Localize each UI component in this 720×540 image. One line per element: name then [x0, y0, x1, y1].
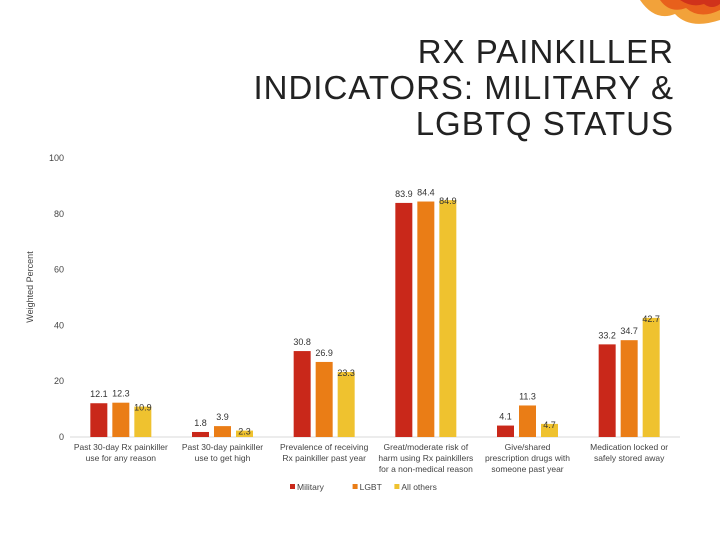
data-label: 84.9: [439, 196, 457, 206]
data-label: 11.3: [519, 391, 536, 401]
bar-military: [598, 344, 616, 437]
legend-swatch-lgbt: [352, 484, 358, 489]
chart-title-line: INDICATORS: MILITARY &: [253, 69, 674, 106]
x-category-label: Rx painkiller past year: [282, 453, 366, 463]
data-label: 23.3: [337, 368, 355, 378]
legend-swatch-military: [290, 484, 295, 489]
y-tick-label: 100: [49, 153, 64, 163]
bar-military: [293, 351, 311, 437]
bar-military: [395, 202, 413, 437]
x-category-label: someone past year: [491, 464, 563, 474]
y-axis-label: Weighted Percent: [25, 251, 35, 323]
x-category-label: for a non-medical reason: [379, 464, 473, 474]
data-label: 84.4: [417, 188, 435, 198]
bar-lgbt: [315, 361, 333, 437]
y-tick-label: 0: [59, 432, 64, 442]
data-label: 10.9: [134, 403, 152, 413]
data-label: 12.3: [112, 389, 130, 399]
bar-all-others: [337, 371, 355, 437]
legend-label: LGBT: [360, 482, 382, 492]
bar-lgbt: [112, 402, 130, 437]
chart-title: RX PAINKILLER INDICATORS: MILITARY & LGB…: [154, 34, 674, 142]
bar-lgbt: [519, 405, 536, 437]
y-tick-label: 80: [54, 209, 64, 219]
data-label: 33.2: [598, 330, 616, 340]
x-category-label: Past 30-day painkiller: [182, 442, 263, 452]
data-label: 2.3: [238, 427, 251, 437]
legend-label: All others: [401, 482, 436, 492]
legend-label: Military: [297, 482, 325, 492]
legend-swatch-all-others: [394, 484, 400, 489]
bar-all-others: [541, 423, 558, 437]
x-category-label: use for any reason: [86, 453, 157, 463]
data-label: 26.9: [315, 348, 333, 358]
data-label: 4.1: [499, 412, 512, 422]
bar-lgbt: [417, 201, 435, 437]
chart-title-line: RX PAINKILLER: [417, 33, 674, 70]
data-label: 12.1: [90, 389, 108, 399]
flame-decoration: [640, 0, 720, 24]
bar-lgbt: [214, 426, 231, 437]
x-category-label: use to get high: [195, 453, 251, 463]
data-label: 83.9: [395, 189, 413, 199]
x-category-label: Great/moderate risk of: [384, 442, 469, 452]
chart-title-line: LGBTQ STATUS: [415, 105, 674, 142]
bar-all-others: [134, 406, 152, 437]
data-label: 30.8: [293, 337, 311, 347]
bar-military: [497, 425, 514, 437]
x-category-label: Give/shared: [505, 442, 551, 452]
data-label: 42.7: [642, 314, 660, 324]
x-category-label: Medication locked or: [590, 442, 668, 452]
bar-all-others: [439, 200, 457, 437]
data-label: 4.7: [543, 420, 556, 430]
x-category-label: prescription drugs with: [485, 453, 570, 463]
bar-military: [90, 403, 108, 437]
bar-lgbt: [620, 340, 638, 437]
y-tick-label: 40: [54, 320, 64, 330]
y-tick-label: 60: [54, 265, 64, 275]
x-category-label: harm using Rx painkillers: [378, 453, 473, 463]
bar-military: [192, 431, 209, 437]
x-category-label: Prevalence of receiving: [280, 442, 369, 452]
bar-all-others: [642, 317, 660, 437]
data-label: 1.8: [194, 418, 207, 428]
data-label: 34.7: [620, 326, 638, 336]
bar-all-others: [236, 430, 253, 437]
x-category-label: Past 30-day Rx painkiller: [74, 442, 168, 452]
data-label: 3.9: [216, 412, 229, 422]
x-category-label: safely stored away: [594, 453, 665, 463]
y-tick-label: 20: [54, 376, 64, 386]
